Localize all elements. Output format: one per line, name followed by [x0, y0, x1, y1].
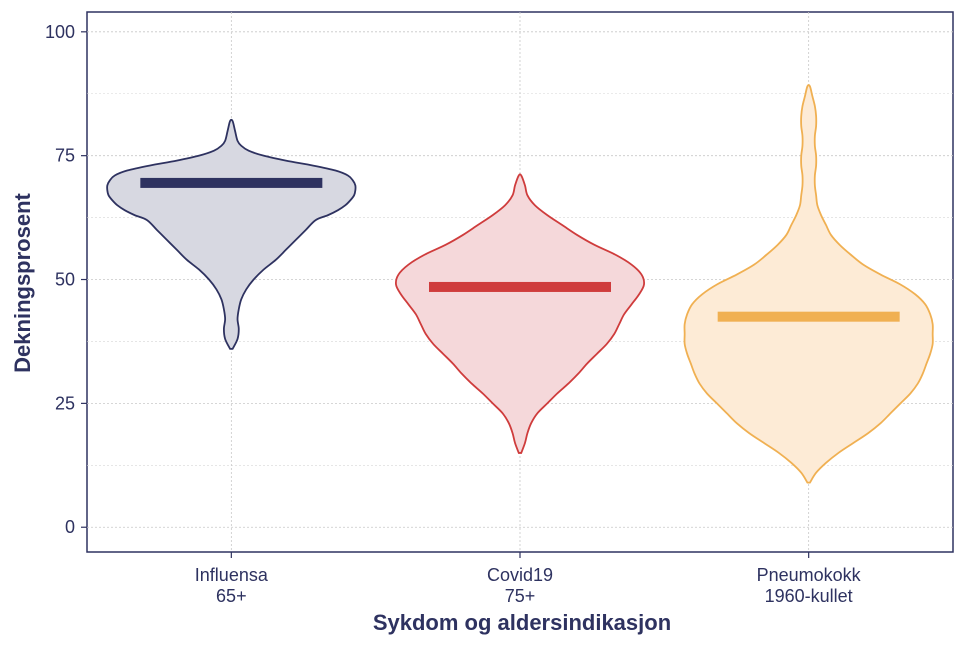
- y-tick-label: 50: [55, 270, 75, 290]
- y-tick-label: 0: [65, 517, 75, 537]
- x-axis-title: Sykdom og aldersindikasjon: [373, 610, 671, 635]
- y-tick-label: 100: [45, 22, 75, 42]
- violins: [106, 84, 934, 484]
- median-bar: [140, 177, 323, 188]
- x-tick-label: Influensa: [195, 565, 269, 585]
- y-axis: 0 25 50 75 100: [45, 22, 87, 537]
- median-bar: [429, 281, 611, 292]
- y-axis-title: Dekningsprosent: [10, 192, 35, 372]
- violin-shape: [106, 118, 357, 350]
- x-tick-sublabel: 65+: [216, 586, 247, 606]
- violin-shape: [683, 84, 934, 484]
- x-tick-label: Covid19: [487, 565, 553, 585]
- x-tick-label: Pneumokokk: [757, 565, 862, 585]
- x-tick-sublabel: 75+: [505, 586, 536, 606]
- violin-shape: [395, 173, 645, 454]
- median-bar: [717, 311, 900, 322]
- x-tick-sublabel: 1960-kullet: [765, 586, 853, 606]
- y-tick-label: 25: [55, 393, 75, 413]
- y-tick-label: 75: [55, 146, 75, 166]
